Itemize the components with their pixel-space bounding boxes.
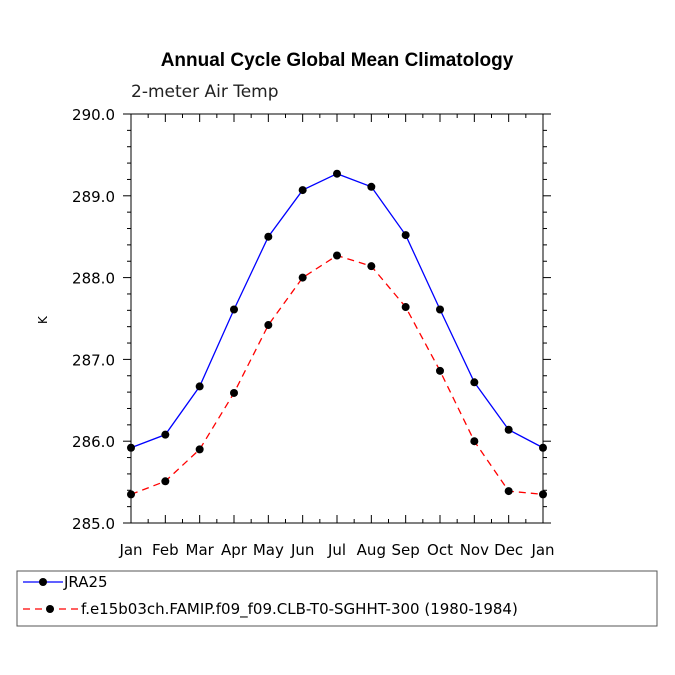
data-point-series-1 (436, 366, 444, 375)
data-point-series-0 (504, 425, 513, 434)
y-tick-label: 290.0 (72, 106, 115, 124)
legend-label-model: f.e15b03ch.FAMIP.f09_f09.CLB-T0-SGHHT-30… (81, 600, 518, 619)
data-point-series-0 (127, 443, 135, 452)
data-point-series-1 (539, 490, 547, 499)
y-tick-label: 287.0 (72, 351, 115, 369)
legend-entry-jra25: JRA25 (23, 573, 108, 591)
x-tick-label: Jul (327, 541, 346, 559)
data-point-series-1 (367, 262, 376, 271)
data-point-series-1 (333, 251, 341, 260)
data-point-series-0 (298, 186, 307, 195)
series-layer (127, 169, 547, 499)
legend-marker-jra25 (39, 578, 47, 586)
data-point-series-0 (230, 305, 238, 314)
series-line-1 (130, 254, 544, 496)
x-tick-label: Sep (392, 541, 420, 559)
data-point-series-0 (436, 305, 444, 314)
legend-label-jra25: JRA25 (63, 573, 108, 591)
x-tick-label: Mar (186, 541, 215, 559)
legend-marker-model (46, 605, 54, 613)
y-tick-label: 289.0 (72, 188, 115, 206)
data-point-series-1 (264, 321, 273, 330)
data-point-series-0 (333, 169, 341, 178)
data-point-series-1 (127, 490, 135, 499)
x-tick-label: Dec (494, 541, 523, 559)
x-tick-label: Jun (290, 541, 314, 559)
x-tick-label: May (253, 541, 284, 559)
data-point-series-1 (195, 445, 204, 454)
data-point-series-1 (161, 477, 170, 486)
x-tick-label: Feb (152, 541, 179, 559)
y-tick-label: 286.0 (72, 433, 115, 451)
data-point-series-0 (539, 443, 547, 452)
data-point-series-0 (161, 430, 170, 439)
data-point-series-0 (195, 382, 204, 391)
data-point-series-0 (470, 378, 479, 387)
x-tick-label: Jan (530, 541, 554, 559)
y-axis-label: K (36, 315, 50, 324)
chart-title: Annual Cycle Global Mean Climatology (161, 50, 514, 71)
chart-subtitle: 2-meter Air Temp (131, 82, 279, 102)
legend (16, 570, 658, 627)
data-point-series-1 (470, 437, 479, 446)
data-point-series-0 (264, 232, 273, 241)
data-point-series-0 (367, 182, 376, 191)
data-point-series-0 (401, 231, 410, 240)
series-line-0 (130, 173, 544, 449)
axis-ticks (123, 113, 551, 524)
x-tick-label: Nov (460, 541, 489, 559)
x-tick-label: Oct (427, 541, 453, 559)
x-tick-label: Jan (118, 541, 142, 559)
y-tick-label: 288.0 (72, 270, 115, 288)
data-point-series-1 (504, 487, 513, 496)
data-point-series-1 (298, 273, 307, 282)
data-point-series-1 (401, 303, 410, 312)
x-tick-label: Apr (221, 541, 248, 559)
data-point-series-1 (230, 388, 238, 397)
y-tick-labels: 285.0 286.0 287.0 288.0 289.0 290.0 (72, 106, 115, 533)
x-tick-label: Aug (357, 541, 386, 559)
x-tick-labels: Jan Feb Mar Apr May Jun Jul Aug Sep Oct Nov Dec Jan (118, 541, 554, 559)
legend-entry-model: f.e15b03ch.FAMIP.f09_f09.CLB-T0-SGHHT-30… (23, 600, 518, 619)
y-tick-label: 285.0 (72, 515, 115, 533)
